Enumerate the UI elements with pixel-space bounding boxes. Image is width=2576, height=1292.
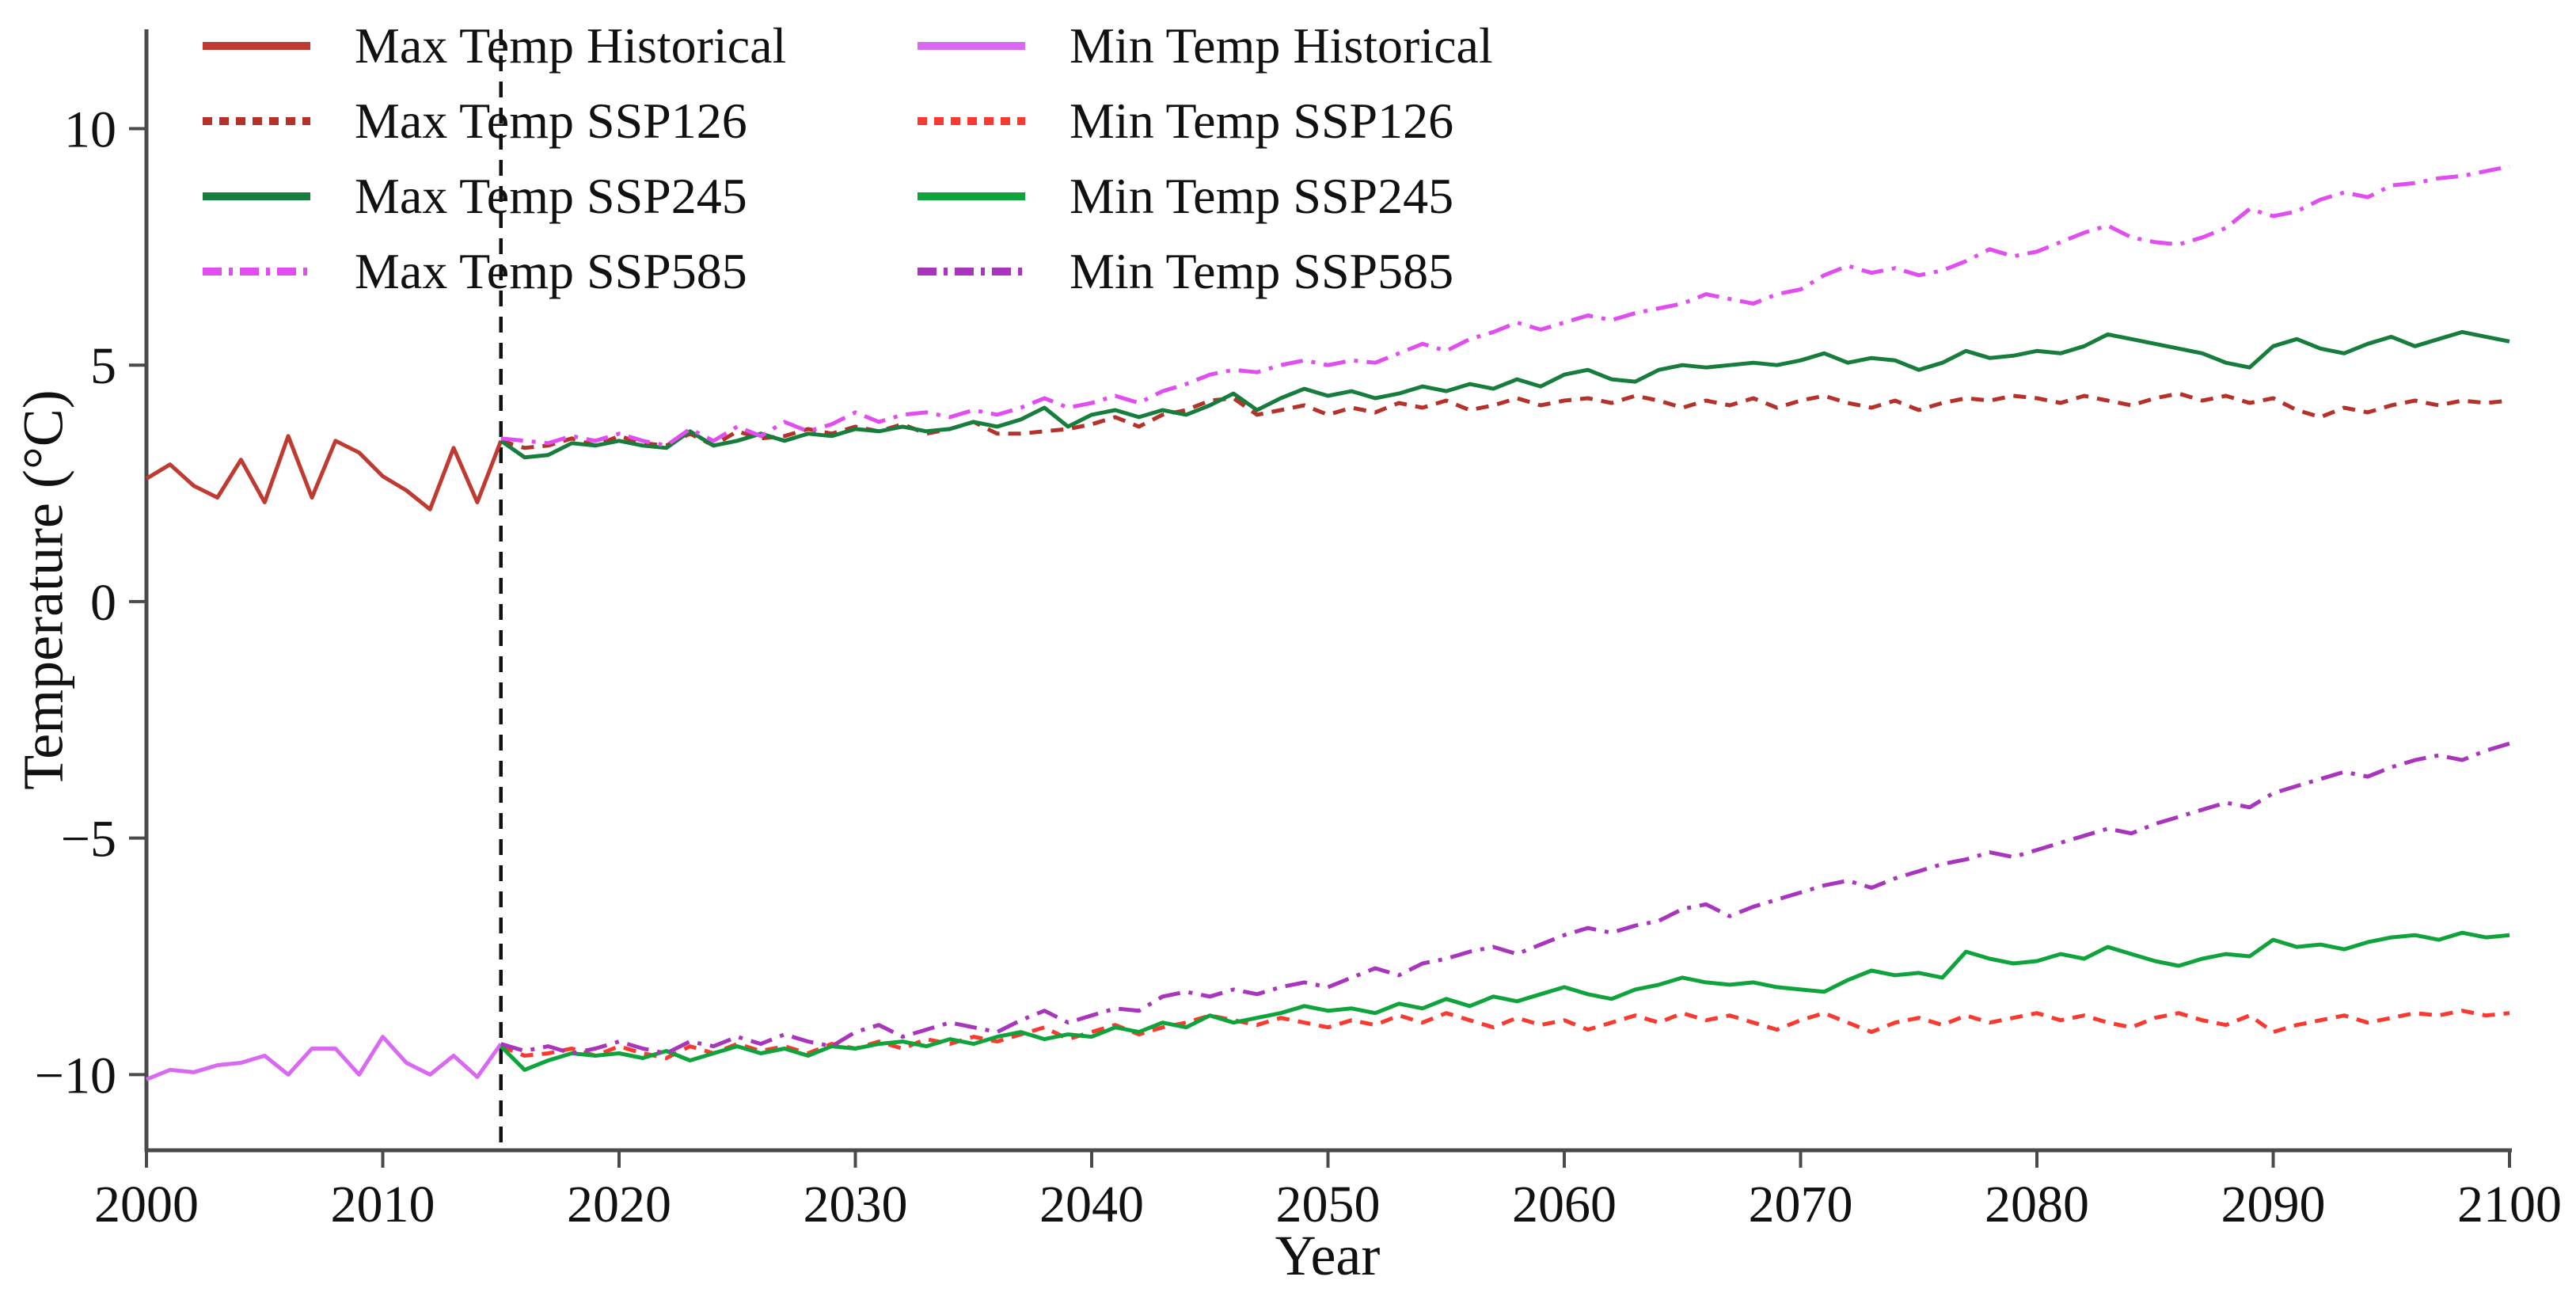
legend-line-sample-min-historical [918,41,1025,50]
legend-item-label: Max Temp Historical [355,17,787,74]
x-tick-label: 2050 [1276,1176,1381,1233]
legend-item-label: Max Temp SSP245 [355,167,747,224]
legend-column-max: Max Temp Historical Max Temp SSP126 Max … [201,8,786,309]
legend-item-label: Min Temp SSP585 [1070,242,1454,299]
y-tick-label: −10 [35,1047,116,1104]
y-axis-label: Temperature (°C) [11,390,75,790]
x-tick-label: 2080 [1985,1176,2089,1233]
legend-line-sample-min-ssp126 [918,116,1025,125]
legend-item-min-temp-historical: Min Temp Historical [916,8,1493,83]
legend-item-label: Min Temp Historical [1070,17,1493,74]
series-line-min-temp-ssp585 [500,741,2510,1055]
y-tick-label: 0 [90,574,116,632]
legend-line-sample-max-historical [203,41,310,50]
legend-item-max-temp-historical: Max Temp Historical [201,8,786,83]
legend-line-sample-max-ssp245 [203,192,310,200]
x-tick-label: 2070 [1749,1176,1853,1233]
legend-item-min-temp-ssp245: Min Temp SSP245 [916,158,1493,234]
legend-item-max-temp-ssp585: Max Temp SSP585 [201,234,786,309]
legend-item-min-temp-ssp126: Min Temp SSP126 [916,83,1493,158]
x-tick-label: 2000 [94,1176,199,1233]
legend-line-sample-min-ssp245 [918,192,1025,200]
legend-item-label: Max Temp SSP126 [355,92,747,149]
legend-item-min-temp-ssp585: Min Temp SSP585 [916,234,1493,309]
legend-line-sample-max-ssp585 [203,267,310,276]
legend-item-label: Min Temp SSP126 [1070,92,1454,149]
y-tick-label: 10 [64,101,116,158]
series-line-min-temp-historical [146,1035,503,1081]
x-tick-label: 2010 [331,1176,435,1233]
legend-line-sample-max-ssp126 [203,116,310,125]
legend-line-sample-min-ssp585 [918,267,1025,276]
y-tick-label: 5 [90,337,116,395]
x-tick-label: 2020 [567,1176,671,1233]
legend-item-label: Min Temp SSP245 [1070,167,1454,224]
series-line-max-temp-historical [145,434,503,511]
x-tick-label: 2100 [2457,1176,2562,1233]
series-line-max-temp-ssp245 [500,329,2510,460]
legend-column-min: Min Temp Historical Min Temp SSP126 Min … [916,8,1493,309]
y-tick-label: −5 [61,811,116,868]
x-tick-label: 2060 [1512,1176,1617,1233]
x-tick-label: 2030 [804,1176,908,1233]
legend-item-max-temp-ssp126: Max Temp SSP126 [201,83,786,158]
legend-item-max-temp-ssp245: Max Temp SSP245 [201,158,786,234]
series-line-min-temp-ssp126 [500,1009,2510,1060]
series-line-min-temp-ssp245 [500,930,2510,1072]
series-line-max-temp-ssp126 [500,391,2510,450]
x-axis-label: Year [1275,1224,1381,1287]
legend-item-label: Max Temp SSP585 [355,242,747,299]
x-tick-label: 2040 [1039,1176,1144,1233]
series-line-max-temp-ssp585 [500,164,2510,448]
x-tick-label: 2090 [2221,1176,2326,1233]
